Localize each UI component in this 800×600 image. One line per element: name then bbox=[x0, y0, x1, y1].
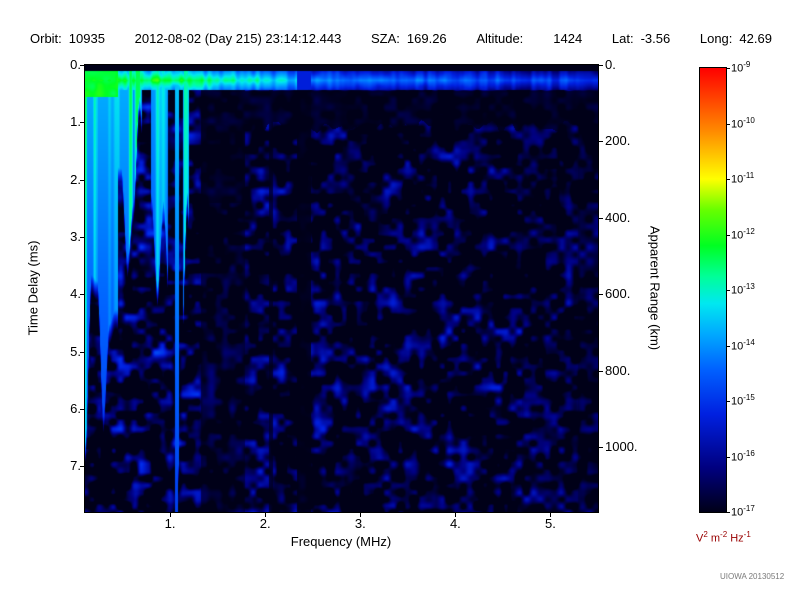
y-tick-mark bbox=[80, 236, 84, 238]
header-field: SZA: 169.26 bbox=[371, 31, 447, 46]
header-field-value: -3.56 bbox=[640, 31, 671, 46]
x-tick-label: 5. bbox=[545, 516, 556, 531]
colorbar-tick-mark bbox=[727, 401, 730, 402]
y-tick-label: 0. bbox=[70, 57, 81, 72]
header-field-value: 1424 bbox=[553, 31, 583, 46]
y-tick-mark bbox=[80, 65, 84, 66]
x-tick-mark bbox=[360, 513, 362, 517]
colorbar-tick-label: 10-17 bbox=[731, 504, 755, 519]
header-field-value: 42.69 bbox=[739, 31, 772, 46]
header-field-label: Orbit: bbox=[30, 31, 62, 46]
header-field-value: 169.26 bbox=[406, 31, 447, 46]
y-tick-mark bbox=[80, 408, 84, 410]
right-tick-label: 1000. bbox=[605, 439, 638, 455]
y-axis-title-right: Apparent Range (km) bbox=[647, 225, 663, 351]
right-tick-mark bbox=[599, 447, 603, 449]
x-tick-mark bbox=[170, 513, 172, 517]
colorbar-tick-mark bbox=[727, 68, 730, 69]
colorbar-tick-label: 10-16 bbox=[731, 448, 755, 464]
header-field-label: Lat: bbox=[611, 31, 634, 46]
y-tick-label: 1. bbox=[70, 114, 81, 130]
x-tick-mark bbox=[455, 513, 457, 517]
colorbar-tick-label: 10-11 bbox=[731, 171, 755, 186]
x-axis-title: Frequency (MHz) bbox=[290, 534, 392, 549]
y-tick-label: 6. bbox=[70, 400, 81, 416]
y-tick-mark bbox=[80, 466, 84, 468]
colorbar-tick-label: 10-9 bbox=[731, 60, 751, 75]
right-tick-label: 0. bbox=[605, 57, 616, 72]
y-tick-label: 7. bbox=[70, 458, 81, 474]
x-tick-mark bbox=[550, 513, 552, 517]
colorbar-tick-mark bbox=[727, 456, 730, 458]
colorbar-gradient bbox=[700, 68, 726, 512]
header-field-label: Altitude: bbox=[476, 31, 524, 46]
x-tick-label: 1. bbox=[164, 516, 176, 531]
header-field: Lat: -3.56 bbox=[612, 31, 670, 46]
y-tick-mark bbox=[80, 351, 84, 353]
colorbar-tick-mark bbox=[727, 290, 730, 291]
x-tick-label: 2. bbox=[259, 516, 271, 531]
right-tick-mark bbox=[599, 65, 603, 66]
header-field: Orbit: 10935 bbox=[30, 31, 105, 46]
x-tick-label: 3. bbox=[354, 516, 366, 531]
right-tick-label: 200. bbox=[605, 133, 631, 149]
spectrogram-plot-frame bbox=[84, 64, 599, 513]
y-tick-mark bbox=[80, 179, 84, 181]
y-tick-label: 3. bbox=[70, 228, 81, 244]
header-field: 2012-08-02 (Day 215) 23:14:12.443 bbox=[135, 31, 342, 46]
header-field: Altitude: 1424 bbox=[476, 31, 582, 46]
colorbar-tick-mark bbox=[727, 234, 730, 236]
right-tick-mark bbox=[599, 141, 603, 143]
right-tick-mark bbox=[599, 294, 603, 296]
x-tick-label: 4. bbox=[449, 516, 461, 531]
header-field: Long: 42.69 bbox=[700, 31, 772, 46]
colorbar-tick-label: 10-12 bbox=[731, 226, 755, 242]
header-field-label: Long: bbox=[699, 31, 733, 46]
y-tick-label: 5. bbox=[70, 343, 81, 359]
right-tick-label: 800. bbox=[605, 362, 631, 378]
colorbar-tick-mark bbox=[727, 345, 730, 347]
colorbar-tick-mark bbox=[727, 179, 730, 180]
header-field-label: SZA: bbox=[370, 31, 400, 46]
right-tick-mark bbox=[599, 370, 603, 372]
right-tick-label: 400. bbox=[605, 209, 631, 225]
observation-header: Orbit: 10935 2012-08-02 (Day 215) 23:14:12… bbox=[30, 31, 772, 46]
x-tick-mark bbox=[265, 513, 267, 517]
y-tick-label: 2. bbox=[70, 171, 81, 187]
colorbar-tick-mark bbox=[727, 512, 730, 513]
colorbar-tick-label: 10-15 bbox=[731, 393, 755, 408]
watermark: UIOWA 20130512 bbox=[720, 572, 785, 581]
colorbar-units-label: V2 m-2 Hz-1 bbox=[696, 530, 751, 545]
colorbar-tick-label: 10-13 bbox=[731, 282, 755, 297]
colorbar-tick-label: 10-10 bbox=[731, 115, 755, 131]
right-tick-mark bbox=[599, 217, 603, 219]
header-field-value: 10935 bbox=[68, 31, 105, 46]
y-tick-mark bbox=[80, 294, 84, 296]
right-tick-label: 600. bbox=[605, 286, 631, 302]
spectrogram-canvas bbox=[85, 65, 598, 512]
colorbar bbox=[699, 67, 727, 513]
y-tick-mark bbox=[80, 122, 84, 124]
colorbar-tick-label: 10-14 bbox=[731, 337, 755, 353]
header-field-value: 2012-08-02 (Day 215) 23:14:12.443 bbox=[134, 31, 342, 46]
y-tick-label: 4. bbox=[70, 286, 81, 302]
colorbar-tick-mark bbox=[727, 123, 730, 125]
